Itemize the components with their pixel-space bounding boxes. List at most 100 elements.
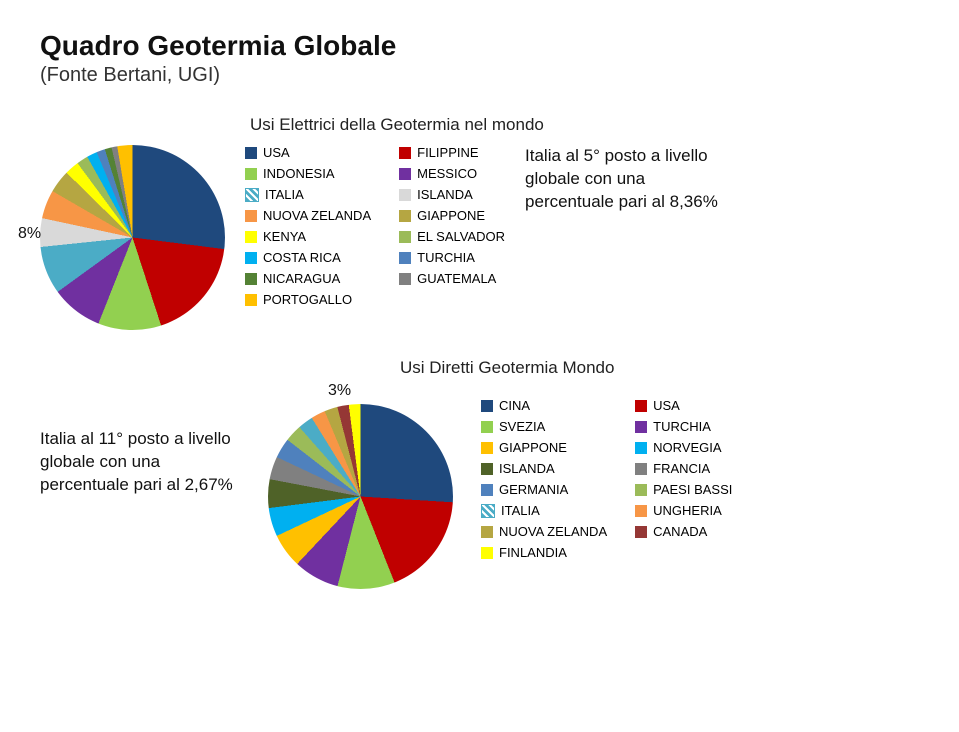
page-title: Quadro Geotermia Globale	[40, 30, 919, 62]
legend-swatch	[245, 188, 259, 202]
legend-label: USA	[263, 145, 290, 160]
chart-a-section: Usi Elettrici della Geotermia nel mondo …	[40, 115, 919, 330]
legend-item: ISLANDA	[481, 461, 607, 476]
legend-item: USA	[635, 398, 732, 413]
legend-item: ITALIA	[245, 187, 371, 202]
legend-label: GIAPPONE	[499, 440, 567, 455]
legend-label: KENYA	[263, 229, 306, 244]
legend-swatch	[635, 400, 647, 412]
legend-label: GERMANIA	[499, 482, 568, 497]
legend-label: EL SALVADOR	[417, 229, 505, 244]
legend-swatch	[481, 484, 493, 496]
legend-label: PORTOGALLO	[263, 292, 352, 307]
legend-item: USA	[245, 145, 371, 160]
legend-item: FRANCIA	[635, 461, 732, 476]
chart-b-title: Usi Diretti Geotermia Mondo	[400, 358, 919, 378]
legend-item: FINLANDIA	[481, 545, 607, 560]
chart-a-callout: 8%	[18, 225, 41, 243]
legend-item: TURCHIA	[399, 250, 505, 265]
legend-item: GUATEMALA	[399, 271, 505, 286]
legend-swatch	[481, 463, 493, 475]
chart-b-callout: 3%	[328, 382, 351, 400]
legend-label: ISLANDA	[499, 461, 555, 476]
legend-swatch	[481, 526, 493, 538]
title-block: Quadro Geotermia Globale (Fonte Bertani,…	[40, 30, 919, 87]
chart-b-note: Italia al 11° posto a livello globale co…	[40, 428, 240, 497]
legend-item: SVEZIA	[481, 419, 607, 434]
legend-swatch	[399, 231, 411, 243]
chart-b-legend: CINA USA SVEZIA TURCHIA GIAPPONE NORVEGIA ISLA…	[481, 398, 732, 560]
legend-swatch	[635, 442, 647, 454]
legend-item: NORVEGIA	[635, 440, 732, 455]
legend-item: GIAPPONE	[399, 208, 505, 223]
legend-swatch	[245, 168, 257, 180]
legend-label: CINA	[499, 398, 530, 413]
legend-swatch	[635, 463, 647, 475]
legend-label: COSTA RICA	[263, 250, 341, 265]
chart-a-note: Italia al 5° posto a livello globale con…	[525, 145, 725, 214]
legend-swatch	[635, 505, 647, 517]
legend-item: MESSICO	[399, 166, 505, 181]
legend-label: USA	[653, 398, 680, 413]
legend-item: GIAPPONE	[481, 440, 607, 455]
legend-swatch	[635, 421, 647, 433]
legend-swatch	[399, 252, 411, 264]
legend-swatch	[245, 294, 257, 306]
chart-b-section: Usi Diretti Geotermia Mondo Italia al 11…	[40, 358, 919, 589]
legend-swatch	[399, 189, 411, 201]
legend-label: FINLANDIA	[499, 545, 567, 560]
legend-item: FILIPPINE	[399, 145, 505, 160]
legend-label: GIAPPONE	[417, 208, 485, 223]
chart-a-legend: USA FILIPPINE INDONESIA MESSICO ITALIA ISLAND…	[245, 145, 505, 307]
legend-swatch	[245, 147, 257, 159]
legend-label: MESSICO	[417, 166, 477, 181]
legend-swatch	[481, 400, 493, 412]
legend-swatch	[635, 484, 647, 496]
legend-label: TURCHIA	[417, 250, 475, 265]
legend-swatch	[399, 168, 411, 180]
legend-swatch	[399, 147, 411, 159]
legend-item: EL SALVADOR	[399, 229, 505, 244]
legend-swatch	[399, 210, 411, 222]
legend-item: TURCHIA	[635, 419, 732, 434]
legend-item: ITALIA	[481, 503, 607, 518]
legend-item: CINA	[481, 398, 607, 413]
legend-item: PAESI BASSI	[635, 482, 732, 497]
legend-swatch	[481, 421, 493, 433]
legend-item: NUOVA ZELANDA	[245, 208, 371, 223]
legend-swatch	[245, 210, 257, 222]
legend-label: ISLANDA	[417, 187, 473, 202]
legend-item: KENYA	[245, 229, 371, 244]
legend-item: PORTOGALLO	[245, 292, 371, 307]
page-subtitle: (Fonte Bertani, UGI)	[40, 64, 919, 87]
legend-label: CANADA	[653, 524, 707, 539]
legend-swatch	[635, 526, 647, 538]
chart-b-pie: 3%	[268, 404, 453, 589]
legend-label: NORVEGIA	[653, 440, 721, 455]
chart-a-pie: 8%	[40, 145, 225, 330]
legend-item: NICARAGUA	[245, 271, 371, 286]
legend-item: UNGHERIA	[635, 503, 732, 518]
legend-item: NUOVA ZELANDA	[481, 524, 607, 539]
legend-label: TURCHIA	[653, 419, 711, 434]
legend-label: ITALIA	[501, 503, 540, 518]
legend-label: ITALIA	[265, 187, 304, 202]
legend-swatch	[481, 504, 495, 518]
legend-label: NICARAGUA	[263, 271, 340, 286]
legend-swatch	[399, 273, 411, 285]
legend-label: INDONESIA	[263, 166, 335, 181]
legend-label: FRANCIA	[653, 461, 710, 476]
legend-label: UNGHERIA	[653, 503, 722, 518]
legend-label: PAESI BASSI	[653, 482, 732, 497]
chart-a-title: Usi Elettrici della Geotermia nel mondo	[250, 115, 919, 135]
legend-item: ISLANDA	[399, 187, 505, 202]
legend-label: FILIPPINE	[417, 145, 478, 160]
legend-item: CANADA	[635, 524, 732, 539]
legend-item: INDONESIA	[245, 166, 371, 181]
legend-swatch	[481, 442, 493, 454]
legend-swatch	[245, 231, 257, 243]
legend-item: COSTA RICA	[245, 250, 371, 265]
legend-swatch	[481, 547, 493, 559]
legend-label: GUATEMALA	[417, 271, 496, 286]
legend-item: GERMANIA	[481, 482, 607, 497]
